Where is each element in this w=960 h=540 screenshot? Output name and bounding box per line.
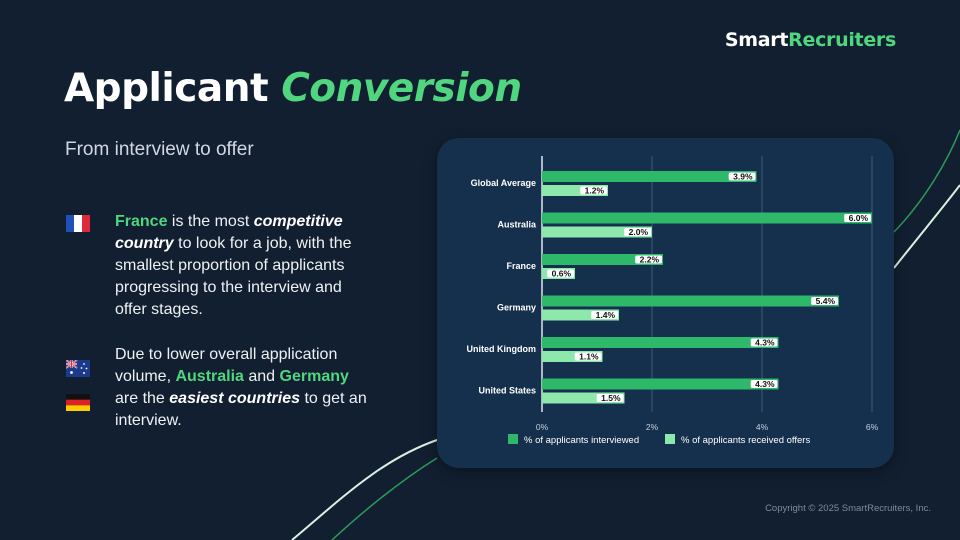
title-main: Applicant	[64, 66, 282, 111]
data-label-bg	[811, 297, 838, 305]
category-label: United States	[478, 386, 536, 396]
category-label: United Kingdom	[467, 344, 537, 354]
data-label: 4.3%	[755, 379, 775, 389]
data-label-bg	[635, 255, 662, 264]
brand-logo: SmartRecruiters	[724, 29, 896, 51]
bar-interviewed	[542, 254, 663, 265]
page-title: Applicant Conversion	[64, 66, 522, 111]
legend-swatch	[508, 434, 518, 444]
data-label: 6.0%	[849, 213, 869, 223]
category-label: Australia	[497, 220, 537, 230]
data-label: 1.1%	[579, 352, 599, 362]
data-label-bg	[580, 186, 607, 195]
data-label-bg	[596, 394, 624, 402]
data-label-bg	[547, 269, 574, 278]
category-label: France	[506, 261, 536, 271]
conversion-bar-chart: 0% 2% 4% 6% Global Average 3.9% 1.2% Australia 6…	[467, 156, 879, 446]
bar-interviewed	[542, 171, 757, 182]
bar-interviewed	[542, 337, 779, 348]
country-australia: Australia	[175, 368, 244, 385]
data-label-bg	[750, 380, 778, 388]
data-label-bg	[591, 311, 618, 319]
page-subtitle: From interview to offer	[65, 139, 254, 160]
data-label: 2.2%	[640, 255, 660, 265]
chart-card: 0% 2% 4% 6% Global Average 3.9% 1.2% Australia 6…	[437, 138, 894, 468]
data-label: 2.0%	[629, 227, 649, 237]
x-tick-label: 2%	[646, 422, 659, 432]
bar-offers	[542, 392, 625, 404]
data-label-bg	[844, 214, 871, 222]
bar-offers	[542, 185, 608, 196]
legend-label: % of applicants interviewed	[524, 435, 639, 446]
bar-offers	[542, 226, 652, 238]
bar-interviewed	[542, 295, 839, 307]
data-label-bg	[728, 172, 756, 181]
x-tick-label: 0%	[536, 422, 549, 432]
data-label: 3.9%	[733, 172, 753, 182]
legend-swatch	[665, 434, 675, 444]
emphasis-competitive: competitive country	[115, 213, 343, 252]
data-label: 1.2%	[585, 186, 605, 196]
country-france: France	[115, 213, 168, 230]
data-label: 1.5%	[601, 393, 621, 403]
bullet-australia-germany: Due to lower overall application volume,…	[115, 346, 367, 429]
country-germany: Germany	[279, 368, 349, 385]
emphasis-easiest: easiest countries	[169, 390, 300, 407]
category-label: Germany	[497, 303, 536, 313]
data-label: 5.4%	[816, 296, 836, 306]
data-label-bg	[750, 338, 778, 347]
bar-interviewed	[542, 212, 872, 224]
bar-offers	[542, 309, 619, 321]
bar-interviewed	[542, 378, 779, 390]
copyright-text: Copyright © 2025 SmartRecruiters, Inc.	[765, 503, 931, 514]
france-flag-icon	[66, 215, 90, 232]
germany-flag-icon	[66, 394, 90, 411]
x-tick-label: 6%	[866, 422, 879, 432]
title-accent: Conversion	[281, 66, 522, 111]
data-label-bg	[574, 352, 602, 361]
data-label: 4.3%	[755, 338, 775, 348]
australia-flag-icon	[66, 360, 90, 377]
data-label-bg	[624, 228, 651, 236]
category-label: Global Average	[471, 178, 536, 188]
bar-offers	[542, 351, 603, 362]
legend-label: % of applicants received offers	[681, 435, 810, 446]
data-label: 0.6%	[552, 269, 572, 279]
bullet-france: France is the most competitive country t…	[115, 213, 352, 318]
x-tick-label: 4%	[756, 422, 769, 432]
data-label: 1.4%	[596, 310, 616, 320]
